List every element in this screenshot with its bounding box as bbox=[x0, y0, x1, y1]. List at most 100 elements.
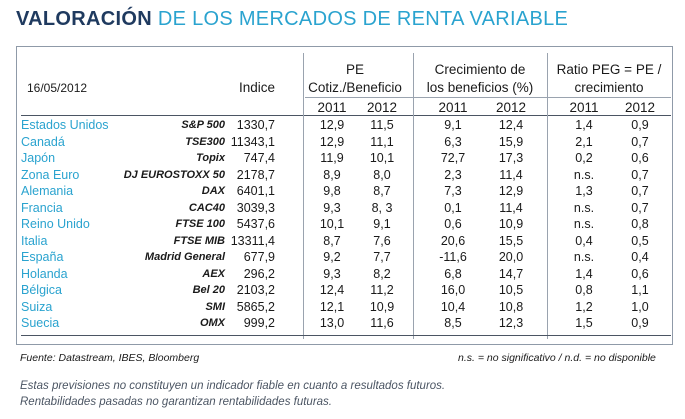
cell-country: España bbox=[21, 250, 64, 264]
growth-header-line1: Crecimiento de bbox=[434, 62, 526, 77]
cell-pe2012: 7,7 bbox=[373, 250, 391, 264]
cell-g2012: 10,5 bbox=[498, 283, 524, 297]
cell-pe2011: 9,2 bbox=[323, 250, 341, 264]
cell-pe2012: 8,0 bbox=[373, 167, 391, 182]
cell-peg2012: 0,8 bbox=[631, 217, 649, 231]
cell-country: Japón bbox=[21, 151, 56, 165]
cell-pe2011: 8,7 bbox=[323, 233, 341, 248]
cell-index: FTSE 100 bbox=[175, 218, 225, 230]
cell-value: 999,2 bbox=[243, 316, 275, 330]
cell-pe2012: 8, 3 bbox=[371, 200, 393, 215]
cell-peg2012: 0,6 bbox=[631, 266, 649, 281]
cell-g2011: 6,8 bbox=[444, 266, 462, 281]
cell-country: Holanda bbox=[21, 266, 68, 281]
cell-peg2012: 0,7 bbox=[631, 134, 649, 149]
cell-pe2011: 9,3 bbox=[323, 266, 341, 281]
cell-pe2012: 7,6 bbox=[373, 233, 391, 248]
source-note: Fuente: Datastream, IBES, Bloomberg bbox=[20, 352, 200, 364]
cell-pe2012: 11,5 bbox=[370, 118, 394, 132]
cell-value: 677,9 bbox=[243, 250, 275, 264]
header-bottom-rule bbox=[21, 115, 671, 116]
table-date: 16/05/2012 bbox=[27, 81, 88, 95]
cell-g2012: 12,9 bbox=[498, 184, 524, 198]
cell-peg2012: 0,5 bbox=[631, 233, 649, 248]
cell-peg2011: 0,2 bbox=[575, 151, 593, 165]
pe-header-line2: Cotiz./Beneficio bbox=[308, 80, 402, 95]
cell-pe2011: 13,0 bbox=[319, 316, 345, 330]
header-divider bbox=[305, 97, 671, 98]
cell-g2011: 0,6 bbox=[444, 217, 462, 231]
cell-pe2011: 9,3 bbox=[323, 200, 341, 215]
title-part1: VALORACIÓN bbox=[16, 8, 152, 30]
cell-pe2012: 10,9 bbox=[369, 299, 395, 314]
cell-country: Alemania bbox=[21, 184, 74, 198]
cell-value: 11343,1 bbox=[230, 134, 275, 149]
cell-g2011: 8,5 bbox=[444, 316, 462, 330]
cell-peg2011: 1,4 bbox=[575, 266, 593, 281]
cell-value: 2103,2 bbox=[236, 283, 275, 297]
cell-value: 3039,3 bbox=[236, 200, 275, 215]
cell-value: 13311,4 bbox=[230, 233, 275, 248]
cell-pe2012: 10,1 bbox=[369, 151, 395, 165]
title-part2: DE LOS MERCADOS DE RENTA VARIABLE bbox=[157, 8, 569, 30]
cell-peg2011: n.s. bbox=[573, 250, 595, 264]
cell-g2012: 20,0 bbox=[498, 250, 524, 264]
cell-value: 747,4 bbox=[243, 151, 275, 165]
abbrev-note: n.s. = no significativo / n.d. = no disp… bbox=[458, 352, 656, 364]
disclaimer-line1: Estas previsiones no constituyen un indi… bbox=[20, 380, 446, 392]
cell-pe2012: 11,2 bbox=[370, 283, 394, 297]
cell-peg2011: 0,8 bbox=[575, 283, 593, 297]
cell-pe2011: 11,9 bbox=[320, 151, 344, 165]
cell-g2012: 14,7 bbox=[498, 266, 524, 281]
cell-g2012: 11,4 bbox=[499, 200, 523, 215]
cell-country: Reino Unido bbox=[21, 217, 90, 231]
cell-g2012: 10,8 bbox=[498, 299, 524, 314]
cell-pe2011: 12,4 bbox=[319, 283, 345, 297]
cell-peg2011: 1,2 bbox=[575, 299, 593, 314]
cell-pe2011: 12,1 bbox=[319, 299, 345, 314]
page-title: VALORACIÓN DE LOS MERCADOS DE RENTA VARI… bbox=[16, 8, 568, 31]
cell-country: Estados Unidos bbox=[21, 118, 109, 132]
cell-index: TSE300 bbox=[185, 135, 225, 148]
cell-g2011: 10,4 bbox=[440, 299, 466, 314]
cell-index: Madrid General bbox=[144, 251, 225, 263]
cell-peg2012: 0,7 bbox=[631, 200, 649, 215]
peg-header-line1: Ratio PEG = PE / bbox=[556, 62, 662, 77]
year-peg-2011: 2011 bbox=[569, 100, 599, 115]
cell-g2012: 15,5 bbox=[498, 233, 524, 248]
cell-index: Topix bbox=[196, 152, 225, 164]
cell-index: Bel 20 bbox=[192, 284, 225, 296]
cell-g2011: 20,6 bbox=[440, 233, 466, 248]
cell-index: FTSE MIB bbox=[173, 234, 225, 247]
cell-index: DJ EUROSTOXX 50 bbox=[123, 168, 225, 181]
year-peg-2012: 2012 bbox=[624, 100, 656, 115]
cell-index: OMX bbox=[199, 317, 225, 329]
cell-peg2012: 1,1 bbox=[631, 283, 649, 297]
cell-g2011: 16,0 bbox=[440, 283, 466, 297]
indice-header: Indice bbox=[238, 80, 275, 95]
cell-index: S&P 500 bbox=[181, 119, 225, 131]
cell-peg2012: 0,6 bbox=[631, 151, 649, 165]
cell-g2012: 11,4 bbox=[499, 167, 523, 182]
cell-peg2012: 0,7 bbox=[631, 184, 649, 198]
cell-pe2012: 8,7 bbox=[373, 184, 391, 198]
year-pe-2011: 2011 bbox=[317, 100, 347, 115]
cell-pe2012: 11,6 bbox=[370, 316, 394, 330]
cell-peg2012: 0,9 bbox=[631, 316, 649, 330]
cell-pe2012: 11,1 bbox=[370, 134, 394, 149]
valuation-table: 16/05/2012 Indice PE Cotiz./Beneficio Cr… bbox=[16, 46, 673, 345]
cell-peg2011: 1,5 bbox=[575, 316, 593, 330]
cell-peg2011: 1,4 bbox=[575, 118, 593, 132]
cell-peg2011: n.s. bbox=[573, 167, 595, 182]
cell-g2011: 0,1 bbox=[444, 200, 462, 215]
column-divider-growth bbox=[413, 53, 414, 339]
cell-g2011: 9,1 bbox=[444, 118, 462, 132]
cell-g2011: 6,3 bbox=[444, 134, 462, 149]
cell-pe2011: 10,1 bbox=[319, 217, 345, 231]
year-pe-2012: 2012 bbox=[366, 100, 398, 115]
cell-g2012: 17,3 bbox=[498, 151, 524, 165]
cell-value: 6401,1 bbox=[236, 184, 275, 198]
cell-g2011: -11,6 bbox=[439, 250, 467, 264]
cell-pe2011: 9,8 bbox=[323, 184, 341, 198]
cell-peg2012: 0,7 bbox=[631, 167, 649, 182]
